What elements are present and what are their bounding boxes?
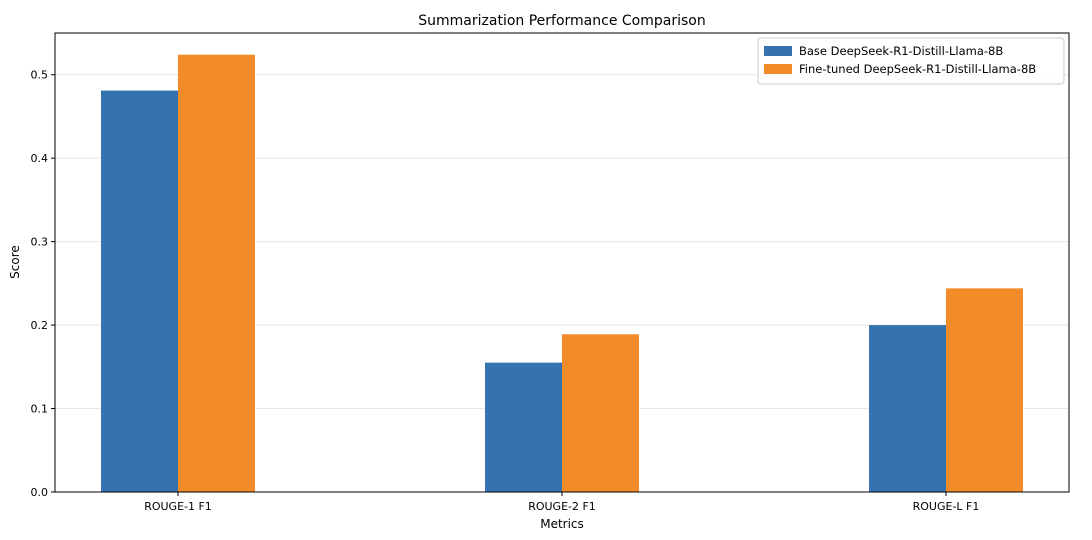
y-tick-label: 0.5: [31, 69, 49, 82]
bar-base-1: [485, 362, 562, 492]
legend: Base DeepSeek-R1-Distill-Llama-8B Fine-tu…: [757, 37, 1065, 85]
chart-title: Summarization Performance Comparison: [418, 13, 705, 29]
legend-label-base: Base DeepSeek-R1-Distill-Llama-8B: [799, 44, 1003, 58]
y-tick-label: 0.0: [31, 486, 49, 499]
legend-box: [757, 37, 1065, 85]
legend-swatch-base: [764, 46, 792, 56]
bars: [101, 54, 1023, 493]
bar-fine-tuned-0: [178, 54, 255, 492]
x-axis: ROUGE-1 F1 ROUGE-2 F1 ROUGE-L F1: [144, 492, 979, 513]
y-tick-label: 0.3: [31, 236, 49, 249]
legend-label-fine-tuned: Fine-tuned DeepSeek-R1-Distill-Llama-8B: [799, 62, 1036, 76]
bar-base-0: [101, 90, 178, 493]
x-axis-label: Metrics: [540, 517, 584, 531]
y-axis: 0.0 0.1 0.2 0.3 0.4 0.5: [31, 69, 55, 499]
y-axis-label: Score: [8, 245, 22, 279]
legend-swatch-fine-tuned: [764, 64, 792, 74]
y-tick-label: 0.4: [31, 152, 49, 165]
bar-base-2: [869, 325, 946, 492]
y-tick-label: 0.1: [31, 403, 49, 416]
bar-fine-tuned-1: [562, 334, 639, 492]
x-tick-label: ROUGE-2 F1: [528, 500, 596, 513]
bar-fine-tuned-2: [946, 288, 1023, 492]
x-tick-label: ROUGE-L F1: [913, 500, 980, 513]
x-tick-label: ROUGE-1 F1: [144, 500, 212, 513]
y-tick-label: 0.2: [31, 319, 49, 332]
